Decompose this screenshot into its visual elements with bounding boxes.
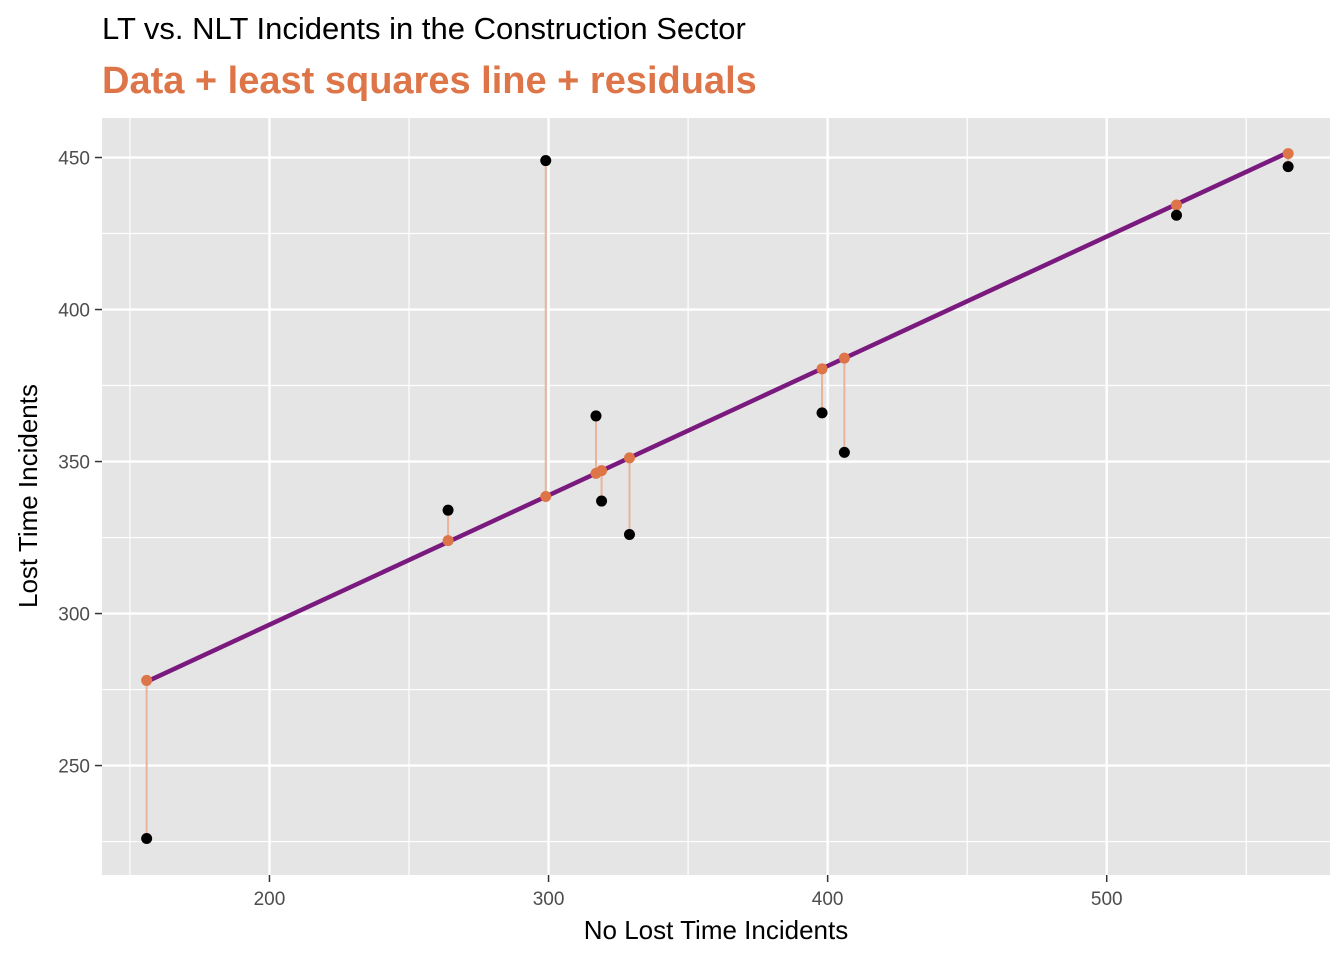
fitted-point	[816, 363, 828, 375]
y-tick-label: 300	[58, 605, 90, 626]
x-axis-title: No Lost Time Incidents	[584, 915, 848, 945]
observed-point	[816, 407, 828, 419]
least-squares-line	[145, 150, 1290, 684]
chart-subtitle: Data + least squares line + residuals	[102, 60, 757, 102]
fitted-point	[540, 491, 552, 502]
x-tick-label: 400	[812, 889, 844, 910]
axis-layer: 200 300 400 500 250 300 350 400 450	[58, 149, 1122, 910]
y-tick-label: 400	[58, 301, 90, 322]
x-tick-label: 200	[254, 889, 286, 910]
chart-title: LT vs. NLT Incidents in the Construction…	[102, 11, 746, 46]
fitted-point	[1171, 199, 1182, 211]
observed-point	[838, 446, 850, 458]
fitted-point	[1282, 148, 1294, 160]
regression-layer	[145, 150, 1290, 684]
observed-point	[590, 410, 602, 422]
observed-point	[141, 833, 153, 845]
observed-point	[1282, 161, 1294, 173]
fitted-point	[442, 535, 454, 547]
plot-panel	[102, 118, 1330, 875]
fitted-point	[141, 674, 153, 686]
y-tick-label: 350	[58, 453, 90, 474]
observed-point	[623, 529, 635, 541]
y-tick-label: 450	[58, 149, 90, 170]
observed-point	[540, 155, 552, 167]
fitted-point	[838, 352, 850, 364]
y-axis-title: Lost Time Incidents	[13, 384, 43, 608]
x-tick-label: 500	[1091, 889, 1123, 910]
fitted-point	[623, 452, 635, 464]
fitted-point	[596, 465, 608, 477]
observed-point-layer	[141, 155, 1294, 845]
fitted-point-layer	[141, 148, 1294, 686]
observed-point	[1171, 209, 1182, 221]
observed-point	[442, 504, 454, 516]
observed-point	[596, 495, 608, 507]
grid-layer	[102, 118, 1330, 875]
y-tick-label: 250	[58, 757, 90, 778]
x-tick-label: 300	[533, 889, 565, 910]
